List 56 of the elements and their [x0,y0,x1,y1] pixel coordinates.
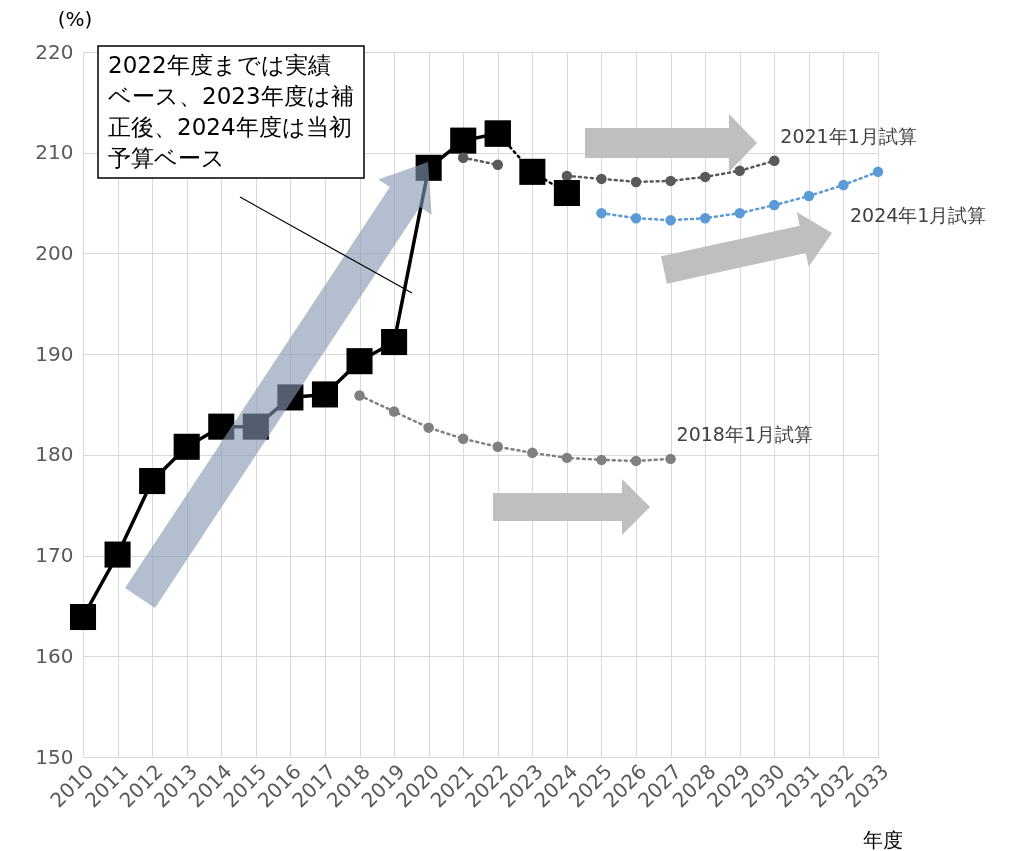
point [769,199,780,211]
point [139,468,166,495]
point [665,453,676,465]
point [242,413,269,440]
point [561,452,573,464]
point [734,165,745,177]
y-tick-label: 150 [35,744,74,769]
point [415,154,442,181]
point [69,603,97,631]
point [346,348,373,375]
point [354,390,365,401]
point [803,190,815,202]
series-label: 2024年1月試算 [850,203,987,226]
point [553,179,580,207]
series-label: 2018年1月試算 [676,422,814,445]
point [450,127,477,154]
y-tick-label: 170 [35,543,74,568]
y-tick-label: 210 [35,140,74,165]
point [699,212,711,224]
y-tick-label: 200 [35,240,74,265]
y-tick-label: 180 [35,442,74,467]
point [492,159,504,171]
point [630,176,642,188]
point [838,179,849,191]
point [630,212,642,224]
point [457,433,469,444]
y-axis-title: (%) [57,7,93,31]
y-tick-label: 160 [35,643,74,668]
x-axis-title: 年度 [863,828,903,851]
point [596,207,607,219]
point [388,406,400,417]
y-tick-label: 190 [35,341,74,366]
point [311,381,338,408]
point [699,171,711,183]
point [104,541,131,568]
point [769,155,780,167]
point [208,413,235,440]
point [484,120,511,147]
point [596,173,607,185]
point [457,152,469,163]
point [872,166,884,178]
point [527,447,538,459]
point [423,422,434,433]
point [519,158,546,185]
point [492,441,504,453]
y-tick-label: 220 [35,39,74,64]
point [630,455,642,467]
point [665,214,676,226]
point [277,384,304,411]
annotation: 2022年度までは実績ベース、2023年度は補正後、2024年度は当初予算ベース [98,46,364,178]
point [596,454,607,466]
point [665,175,676,187]
point [173,433,200,460]
point [734,207,745,219]
series-label: 2021年1月試算 [780,124,917,147]
point [381,329,408,356]
